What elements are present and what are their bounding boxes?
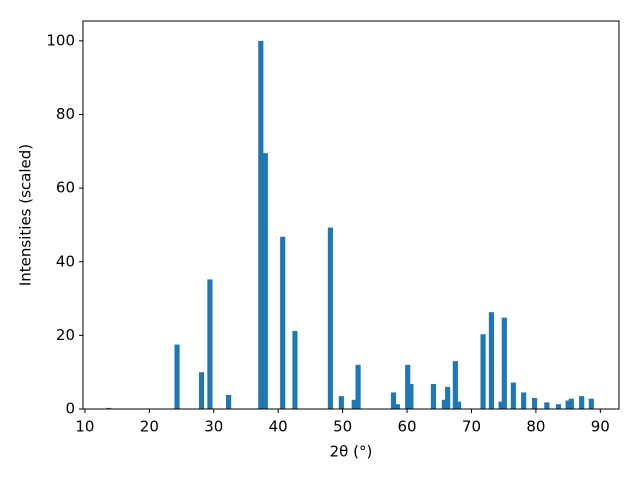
bar xyxy=(510,382,516,409)
x-tick-label: 60 xyxy=(398,418,417,436)
bar xyxy=(327,227,333,409)
x-tick-label: 80 xyxy=(526,418,545,436)
bar xyxy=(445,386,451,409)
x-tick-label: 20 xyxy=(140,418,159,436)
bar xyxy=(555,404,562,409)
bar xyxy=(355,364,361,409)
bar xyxy=(280,236,286,409)
bar xyxy=(106,407,112,409)
bar xyxy=(568,398,574,409)
bar xyxy=(588,398,594,409)
bar xyxy=(544,402,550,409)
x-tick-label: 30 xyxy=(204,418,223,436)
y-tick-label: 60 xyxy=(56,179,75,197)
bar xyxy=(521,392,527,409)
bar xyxy=(338,396,344,409)
y-tick-label: 0 xyxy=(65,400,75,418)
bar xyxy=(258,40,264,409)
y-axis-label: Intensities (scaled) xyxy=(17,144,35,286)
bar xyxy=(292,330,298,409)
bar xyxy=(207,279,213,409)
bar xyxy=(430,383,437,409)
bar xyxy=(532,397,538,409)
x-tick-label: 50 xyxy=(333,418,352,436)
bar xyxy=(480,334,486,409)
bar xyxy=(498,401,504,409)
y-tick-label: 40 xyxy=(56,252,75,270)
bar xyxy=(565,400,571,409)
bar xyxy=(456,401,462,409)
x-tick-label: 90 xyxy=(591,418,610,436)
bar xyxy=(351,399,357,409)
bar xyxy=(226,395,232,409)
x-tick-label: 70 xyxy=(462,418,481,436)
bar xyxy=(408,383,414,409)
y-tick-label: 20 xyxy=(56,326,75,344)
bar xyxy=(174,344,180,409)
x-axis-label: 2θ (°) xyxy=(330,443,373,461)
bar xyxy=(501,317,507,409)
x-tick-label: 10 xyxy=(75,418,94,436)
y-tick-label: 100 xyxy=(46,31,75,49)
plot-frame xyxy=(82,20,620,410)
bar xyxy=(488,312,495,409)
bar xyxy=(452,361,458,409)
bar xyxy=(198,372,205,409)
bar xyxy=(262,153,268,409)
y-tick-label: 80 xyxy=(56,105,75,123)
bar xyxy=(394,404,400,409)
bar xyxy=(579,396,585,409)
bar xyxy=(441,399,447,409)
bar xyxy=(390,392,397,409)
bar xyxy=(405,364,411,409)
x-tick-label: 40 xyxy=(269,418,288,436)
